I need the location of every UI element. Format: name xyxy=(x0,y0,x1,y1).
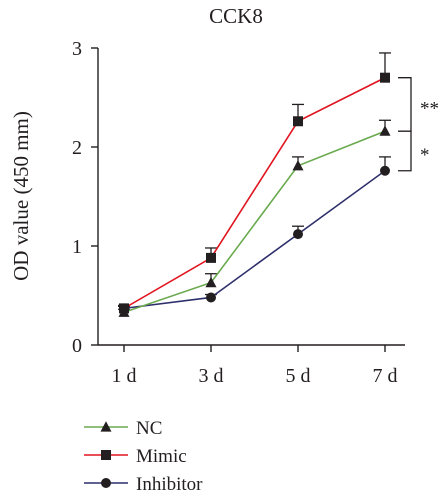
x-tick-label: 7 d xyxy=(373,365,398,387)
inhibitor-data-point xyxy=(206,292,216,303)
nc-series-line xyxy=(123,130,386,314)
significance-label: ** xyxy=(420,98,439,119)
significance-label: * xyxy=(420,145,430,166)
legend-inhibitor-marker xyxy=(101,478,111,488)
legend-inhibitor-label: Inhibitor xyxy=(136,474,203,495)
legend-nc-label: NC xyxy=(136,418,162,439)
nc-data-point xyxy=(292,160,304,171)
legend-nc-marker xyxy=(100,421,112,432)
inhibitor-data-point xyxy=(293,229,303,240)
mimic-data-point xyxy=(380,72,390,83)
significance-bracket xyxy=(398,77,412,132)
inhibitor-data-point xyxy=(380,165,390,176)
y-tick-label: 0 xyxy=(72,335,82,357)
y-tick-label: 3 xyxy=(72,38,82,60)
mimic-data-point xyxy=(293,116,303,127)
x-tick-label: 1 d xyxy=(112,365,137,387)
x-tick-label: 5 d xyxy=(286,365,311,387)
y-tick-label: 2 xyxy=(72,137,82,159)
nc-data-point xyxy=(379,125,391,136)
mimic-series-line xyxy=(123,76,386,310)
chart-title: CCK8 xyxy=(209,4,263,28)
mimic-data-point xyxy=(206,252,216,263)
x-tick-label: 3 d xyxy=(199,365,224,387)
inhibitor-series-line xyxy=(123,170,386,310)
legend-mimic-marker xyxy=(101,450,111,460)
mimic-data-point xyxy=(119,303,129,314)
significance-bracket xyxy=(398,130,412,172)
nc-data-point xyxy=(205,276,217,288)
y-tick-label: 1 xyxy=(72,236,82,258)
legend-mimic-label: Mimic xyxy=(136,446,187,467)
y-axis-label: OD value (450 mm) xyxy=(9,111,33,281)
